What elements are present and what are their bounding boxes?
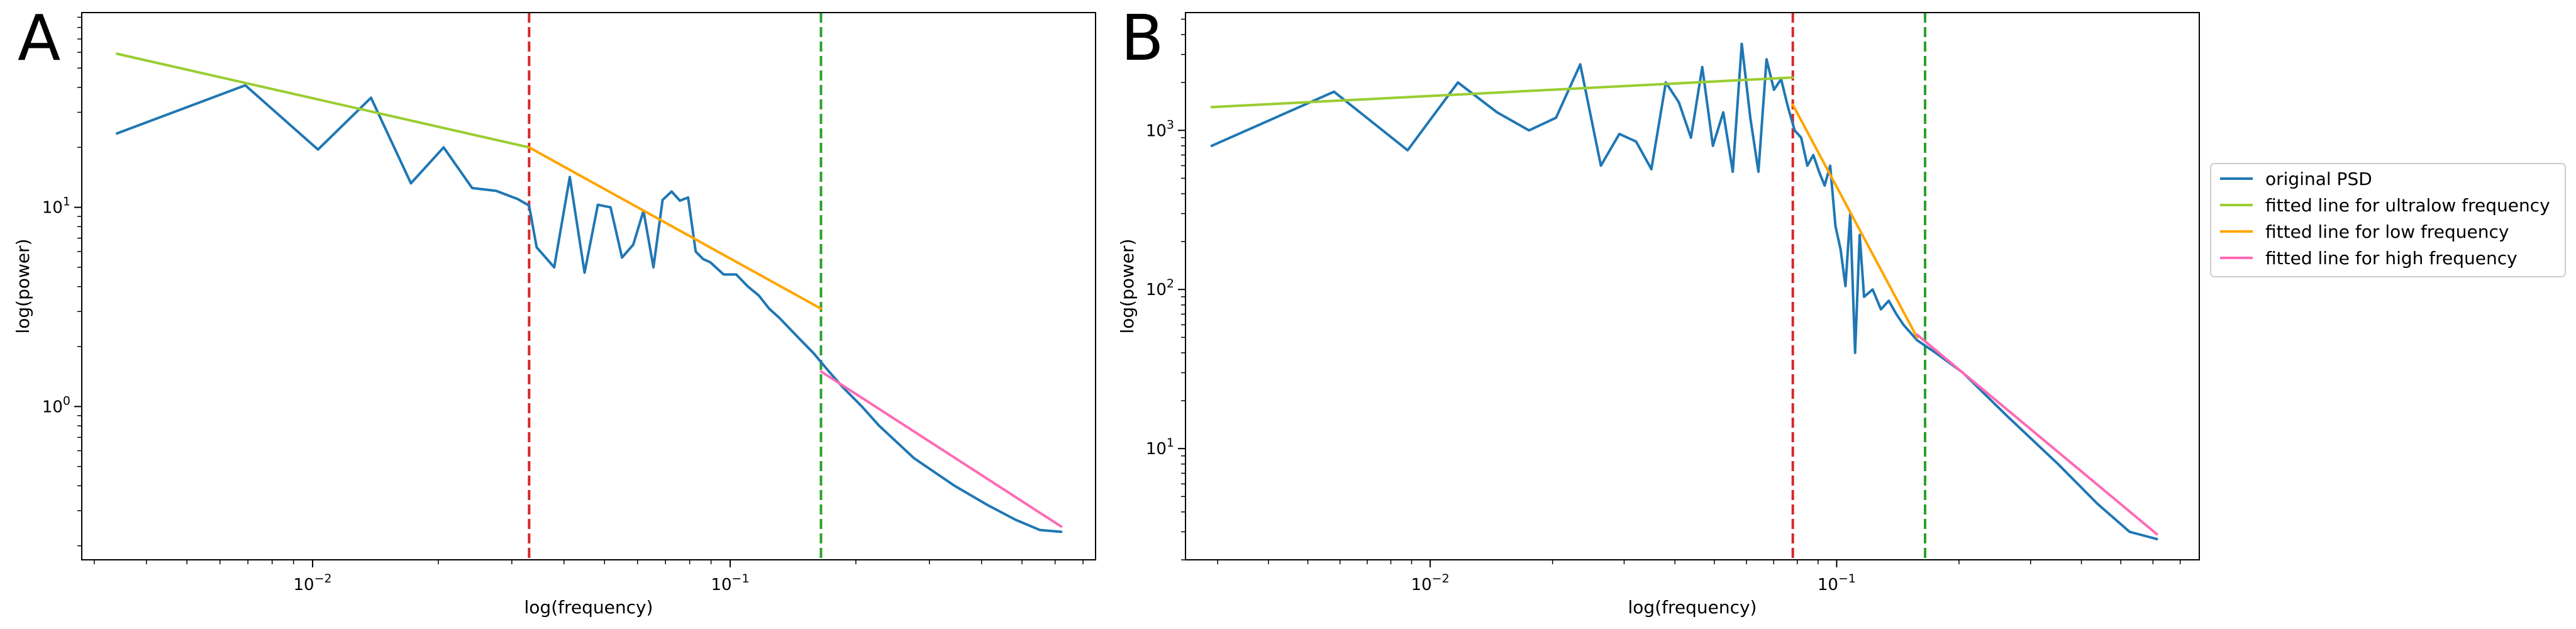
- legend-box: [2210, 163, 2566, 277]
- y-axis-label-b: log(power): [1117, 238, 1138, 333]
- y-tick-label: 102: [1146, 277, 1174, 299]
- x-ticks-a: 10−2 10−1: [94, 560, 1084, 594]
- series-line-fitted-line-for-high-frequency: [819, 370, 1063, 528]
- plot-frame-b: [1185, 12, 2200, 560]
- legend-label: original PSD: [2265, 169, 2372, 189]
- series-line-fitted-line-for-ultralow-frequency: [116, 52, 531, 149]
- legend: original PSD fitted line for ultralow fr…: [2210, 163, 2566, 277]
- plot-frame-a: [81, 12, 1096, 560]
- y-tick-label: 101: [42, 195, 70, 218]
- legend-item: fitted line for ultralow frequency: [2220, 195, 2550, 216]
- legend-item: fitted line for high frequency: [2220, 248, 2518, 269]
- panel-letter-a: A: [18, 1, 60, 75]
- plot-area-b: 10−2 10−1 101 102 103: [1146, 13, 2181, 594]
- legend-item: original PSD: [2220, 169, 2372, 189]
- data-layer-b: [1210, 13, 2158, 560]
- panel-b: B 10−2 10−1 101 102 103 log(frequency) log(p…: [1117, 1, 2200, 618]
- series-line-fitted-line-for-high-frequency: [1916, 333, 2158, 536]
- x-axis-label-a: log(frequency): [525, 597, 653, 618]
- series-line-original-psd: [1210, 42, 2158, 540]
- series-line-fitted-line-for-low-frequency: [528, 146, 823, 310]
- legend-label: fitted line for ultralow frequency: [2265, 195, 2550, 216]
- y-axis-label-a: log(power): [13, 238, 33, 333]
- x-tick-label: 10−1: [1818, 572, 1856, 594]
- x-tick-label: 10−2: [294, 572, 332, 594]
- legend-label: fitted line for high frequency: [2265, 248, 2518, 269]
- x-ticks-b: 10−2 10−1: [1217, 560, 2181, 594]
- panel-letter-b: B: [1121, 1, 1164, 75]
- y-ticks-a: 100 101: [42, 16, 82, 547]
- x-tick-label: 10−1: [711, 572, 749, 594]
- series-line-fitted-line-for-ultralow-frequency: [1210, 76, 1794, 109]
- series-line-original-psd: [116, 84, 1063, 533]
- legend-label: fitted line for low frequency: [2265, 221, 2509, 242]
- panel-a: A 10−2 10−1 100 101 log(frequency) log(powe…: [13, 1, 1096, 618]
- y-tick-label: 100: [42, 394, 70, 416]
- plot-area-a: 10−2 10−1 100 101: [42, 13, 1084, 594]
- y-tick-label: 103: [1146, 118, 1174, 140]
- x-tick-label: 10−2: [1411, 572, 1450, 594]
- y-ticks-b: 101 102 103: [1146, 18, 1185, 560]
- data-layer-a: [116, 13, 1063, 560]
- y-tick-label: 101: [1146, 436, 1174, 459]
- legend-item: fitted line for low frequency: [2220, 221, 2509, 242]
- series-line-fitted-line-for-low-frequency: [1791, 103, 1919, 339]
- x-axis-label-b: log(frequency): [1628, 597, 1757, 618]
